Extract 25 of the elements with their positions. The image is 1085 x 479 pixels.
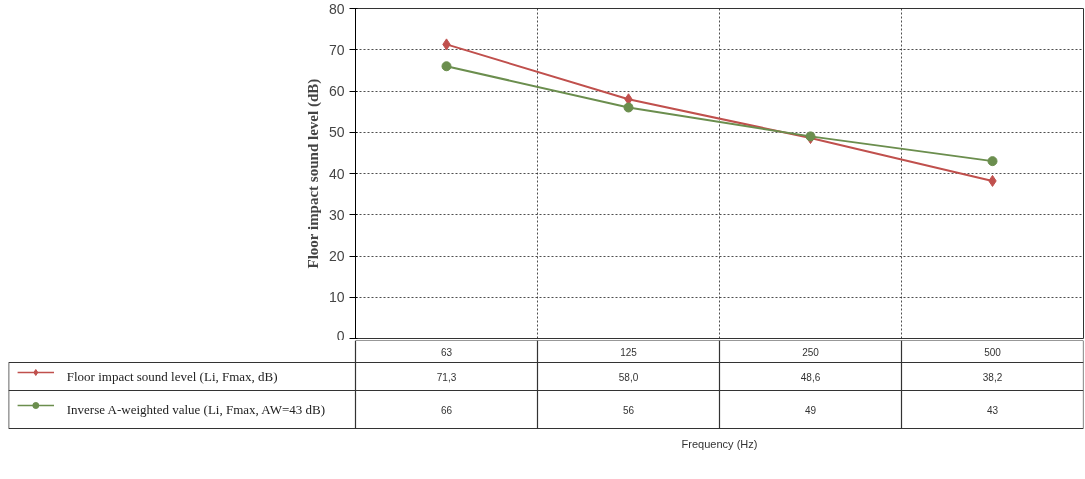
data-label: 49 [804,404,817,416]
y-tick-label: 30 [328,206,345,223]
x-tick-label: 500 [984,346,1002,358]
data-label: 58,0 [618,371,639,383]
legend-label: Floor impact sound level (Li, Fmax, dB) [66,369,278,384]
y-tick-label: 80 [328,0,345,17]
x-tick-label: 125 [620,346,638,358]
data-label: 38,2 [982,371,1003,383]
y-tick-label: 70 [328,41,345,58]
data-label: 71,3 [436,371,457,383]
y-tick-label: 0 [336,327,345,344]
x-tick-label: 63 [440,346,453,358]
data-label: 48,6 [800,371,821,383]
y-tick-label: 50 [328,124,345,141]
data-label: 66 [440,404,453,416]
y-tick-label: 20 [328,248,345,264]
data-label: 43 [986,404,999,416]
x-tick-label: 250 [802,346,820,358]
y-tick-label: 10 [328,289,345,306]
y-tick-label: 40 [328,165,345,182]
y-axis-title: Floor impact sound level (dB) [304,78,322,269]
text: Frequency (Hz) [681,437,758,450]
y-tick-label: 60 [328,83,345,99]
legend-label: Inverse A-weighted value (Li, Fmax, AW=43 dB) [66,402,326,417]
data-label: 56 [622,404,635,416]
